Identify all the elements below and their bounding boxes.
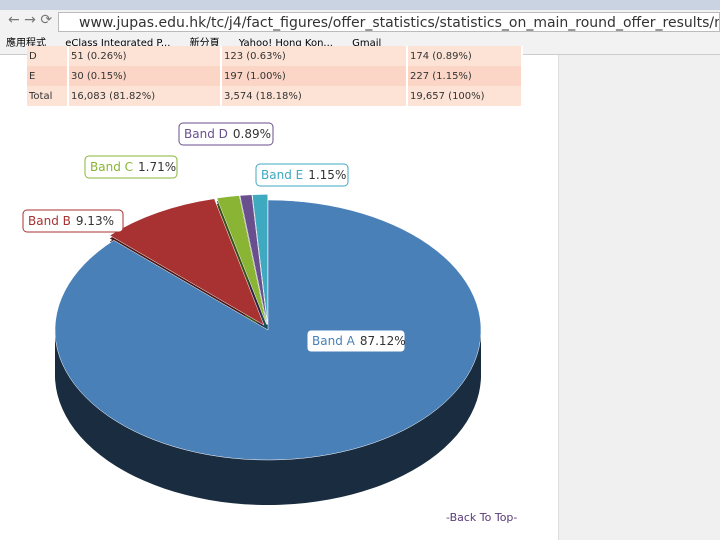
table-row: E 30 (0.15%) 197 (1.00%) 227 (1.15%) xyxy=(27,66,523,86)
bookmark[interactable]: 應用程式 xyxy=(6,38,46,49)
data-label: Band E 1.15% xyxy=(261,168,346,182)
table-cell: D xyxy=(27,46,69,66)
label-box xyxy=(306,329,406,353)
bookmark[interactable]: 新分頁 xyxy=(189,38,220,49)
table-cell: 51 (0.26%) xyxy=(68,46,222,66)
data-label: Band A 87.12% xyxy=(312,334,406,348)
pie-chart: Band A 87.12% Band B 9.13% Band C 1.71% Band D… xyxy=(22,122,482,505)
value-label: 1.71% xyxy=(138,160,176,174)
table-cell: 16,083 (81.82%) xyxy=(68,86,222,106)
value-label: 9.13% xyxy=(76,214,114,228)
nav-buttons[interactable]: ← → ⟳ xyxy=(8,12,53,28)
table-cell: 3,574 (18.18%) xyxy=(221,86,408,106)
category-label: Band E xyxy=(261,168,303,182)
table-cell: 19,657 (100%) xyxy=(407,86,523,106)
tab-strip xyxy=(0,0,720,10)
data-label: Band D 0.89% xyxy=(184,127,271,141)
bookmark[interactable]: Yahoo! Hong Kon... xyxy=(238,38,333,49)
label-box xyxy=(22,209,124,233)
label-box xyxy=(178,122,274,146)
category-label: Band B xyxy=(28,214,71,228)
table-cell: 197 (1.00%) xyxy=(221,66,408,86)
category-label: Band D xyxy=(184,127,228,141)
bookmark[interactable]: Gmail xyxy=(352,38,382,49)
slice xyxy=(252,194,268,325)
value-label: 1.15% xyxy=(308,168,346,182)
value-label: 87.12% xyxy=(360,334,406,348)
data-label: Band B 9.13% xyxy=(28,214,114,228)
table-cell: 227 (1.15%) xyxy=(407,66,523,86)
sidebar xyxy=(558,55,720,540)
data-label: Band C 1.71% xyxy=(90,160,176,174)
table-cell: Total xyxy=(27,86,69,106)
value-label: 0.89% xyxy=(233,127,271,141)
url-field[interactable]: www.jupas.edu.hk/tc/j4/fact_figures/offe… xyxy=(58,12,720,32)
slice xyxy=(239,194,268,325)
bookmark[interactable]: eClass Integrated P... xyxy=(65,38,171,49)
label-box xyxy=(84,155,178,179)
back-to-top[interactable]: -Back To Top- xyxy=(446,511,518,524)
table-cell: E xyxy=(27,66,69,86)
stats-table: D 51 (0.26%) 123 (0.63%) 174 (0.89%) E 30 (0.… xyxy=(27,46,523,106)
category-label: Band A xyxy=(312,334,356,348)
table-cell: 174 (0.89%) xyxy=(407,46,523,66)
slice xyxy=(54,199,482,461)
slice xyxy=(216,195,267,325)
label-box xyxy=(255,163,349,187)
category-label: Band C xyxy=(90,160,133,174)
table-row: Total 16,083 (81.82%) 3,574 (18.18%) 19,657… xyxy=(27,86,523,106)
table-row: D 51 (0.26%) 123 (0.63%) 174 (0.89%) xyxy=(27,46,523,66)
table-cell: 123 (0.63%) xyxy=(221,46,408,66)
slice xyxy=(109,198,265,326)
table-cell: 30 (0.15%) xyxy=(68,66,222,86)
